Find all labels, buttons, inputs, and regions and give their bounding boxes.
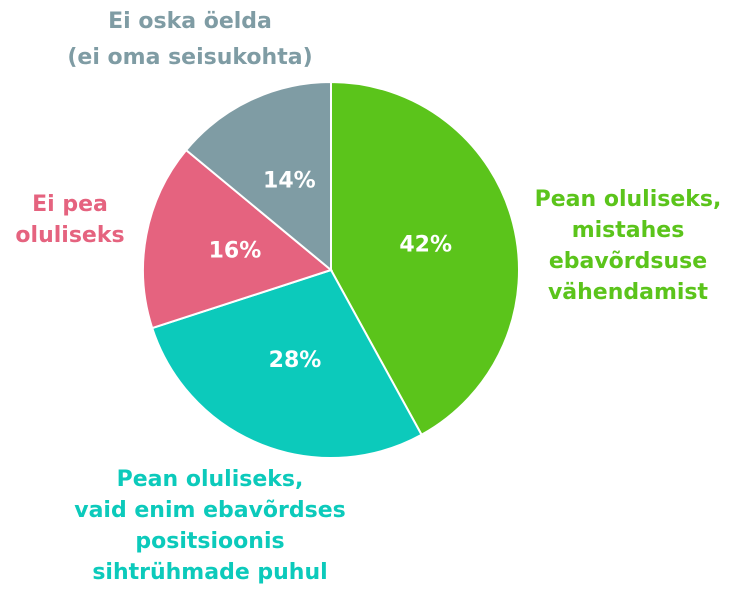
category-label: ebavõrdsuse [549,249,707,274]
pie-slice [150,268,423,459]
category-label: Pean oluliseks, [535,187,722,212]
category-label: oluliseks [15,223,124,248]
category-label: vähendamist [548,280,709,305]
category-label: vaid enim ebavõrdses [74,498,346,523]
pie-slice [184,80,332,273]
category-label: (ei oma seisukohta) [67,45,312,70]
pie-slice [330,80,520,437]
value-label: 42% [399,233,452,258]
category-label: Pean oluliseks, [117,467,304,492]
category-label: Ei oska öelda [108,9,272,34]
category-label: sihtrühmade puhul [92,560,327,585]
pie-slice [142,148,334,330]
category-label: Ei pea [32,192,108,217]
value-label: 14% [263,169,316,194]
category-label: mistahes [572,218,685,243]
category-label: positsioonis [135,529,284,554]
value-label: 16% [209,239,262,264]
value-label: 28% [269,348,322,373]
